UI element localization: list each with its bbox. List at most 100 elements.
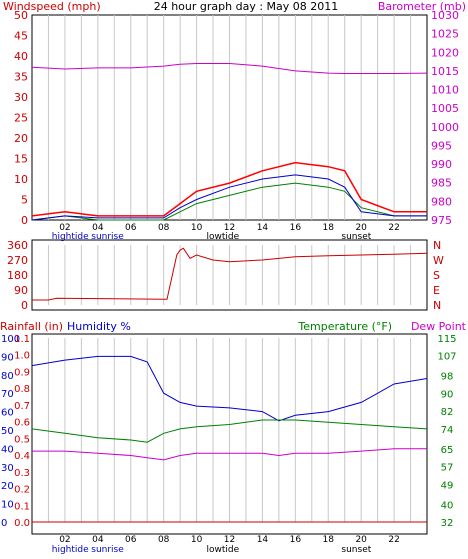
baro-tick-label: 1030 [431,9,459,22]
wind-tick-label: 45 [14,30,28,43]
x-tick-label: 08 [158,535,170,545]
temp-label: Temperature (°F) [297,320,392,333]
wind-tick-label: 10 [14,173,28,186]
baro-tick-label: 990 [431,158,452,171]
wind-tick-label: 0 [21,214,28,227]
panel3-series-1 [31,355,428,422]
rain-tick-label: 0.5 [14,434,30,445]
humid-tick-label: 0 [1,518,7,529]
baro-tick-label: 995 [431,139,452,152]
sunrise-label: sunrise [91,232,124,242]
rain-tick-label: 0.1 [14,501,30,512]
baro-tick-label: 1025 [431,28,459,41]
rain-tick-label: 0.0 [14,518,30,529]
x-tick-label: 08 [158,223,170,233]
rain-tick-label: 1.0 [14,351,30,362]
series-line-3 [31,174,427,221]
panel1-right-label: Barometer (mb) [378,0,466,13]
temp-tick-label: 65 [441,445,454,456]
temp-tick-label: 32 [441,518,454,529]
x-tick-label: 06 [125,223,137,233]
wind-tick-label: 20 [14,132,28,145]
humid-tick-label: 20 [1,481,14,492]
panel2-frame [31,239,428,311]
x-tick-label: 16 [290,535,302,545]
humid-tick-label: 70 [1,389,14,400]
humid-tick-label: 50 [1,426,14,437]
dir-tick-label: 180 [7,269,28,282]
x-tick-label: 06 [125,535,137,545]
compass-label: E [433,284,440,297]
temp-tick-label: 90 [441,389,454,400]
panel1-left-label: Windspeed (mph) [3,0,101,13]
baro-tick-label: 1010 [431,84,459,97]
rain-tick-label: 1.1 [14,334,30,345]
compass-label: W [433,254,444,267]
temp-tick-label: 40 [441,500,454,511]
temp-tick-label: 115 [437,334,456,345]
temp-tick-label: 98 [441,372,454,383]
rain-tick-label: 0.7 [14,401,30,412]
baro-tick-label: 975 [431,214,452,227]
humid-tick-label: 100 [1,334,20,345]
wind-tick-label: 5 [21,194,28,207]
x-tick-label: 22 [388,535,399,545]
wind-tick-label: 30 [14,91,28,104]
rain-tick-label: 0.4 [14,451,30,462]
baro-tick-label: 985 [431,177,452,190]
x-tick-label: 12 [224,223,235,233]
rain-tick-label: 0.8 [14,384,30,395]
x-tick-label: 02 [59,535,70,545]
x-tick-label: 12 [224,535,235,545]
hightide-label: hightide [52,232,89,242]
humid-tick-label: 10 [1,500,14,511]
x-tick-label: 10 [191,223,203,233]
temp-tick-label: 49 [441,480,454,491]
x-tick-label: 14 [257,223,269,233]
baro-tick-label: 1005 [431,102,459,115]
humid-tick-label: 30 [1,463,14,474]
temp-tick-label: 74 [441,425,454,436]
wind-tick-label: 15 [14,153,28,166]
sunrise-label: sunrise [91,545,124,555]
rain-label: Rainfall (in) [0,320,63,333]
temp-tick-label: 57 [441,463,454,474]
lowtide-label: lowtide [206,232,239,242]
hightide-label: hightide [52,545,89,555]
dewpoint-label: Dew Point [411,320,467,333]
wind-tick-label: 40 [14,50,28,63]
humid-tick-label: 60 [1,408,14,419]
panel3-frame [31,333,428,535]
compass-label: N [433,299,441,312]
compass-label: S [433,269,440,282]
humid-tick-label: 40 [1,444,14,455]
temp-tick-label: 107 [437,352,456,363]
x-tick-label: 20 [355,223,367,233]
x-tick-label: 16 [290,223,302,233]
series-line-1 [31,161,427,217]
x-tick-label: 14 [257,535,269,545]
x-tick-label: 10 [191,535,203,545]
dir-tick-label: 360 [7,239,28,252]
panel3-series-3 [32,448,427,461]
panel3-plot: 0 10 20 30 40 50 60 70 80 90 100 0.0 0.1 0.2 0.3 0.4 0.5… [1,334,457,555]
x-tick-label: 04 [92,535,104,545]
chart-title: 24 hour graph day : May 08 2011 [154,0,339,13]
x-tick-label: 18 [323,535,335,545]
baro-tick-label: 1020 [431,46,459,59]
x-tick-label: 02 [59,223,70,233]
dir-tick-label: 90 [14,284,28,297]
rain-tick-label: 0.9 [14,367,30,378]
rain-tick-label: 0.3 [14,468,30,479]
panel1-plot: 0510152025303540455097598098599099510001… [14,9,459,242]
humid-tick-label: 90 [1,352,14,363]
x-tick-label: 04 [92,223,104,233]
humid-tick-label: 80 [1,371,14,382]
wind-tick-label: 50 [14,9,28,22]
sunset-label: sunset [341,232,371,242]
baro-tick-label: 980 [431,195,452,208]
compass-label: N [433,239,441,252]
temp-tick-label: 82 [441,407,454,418]
